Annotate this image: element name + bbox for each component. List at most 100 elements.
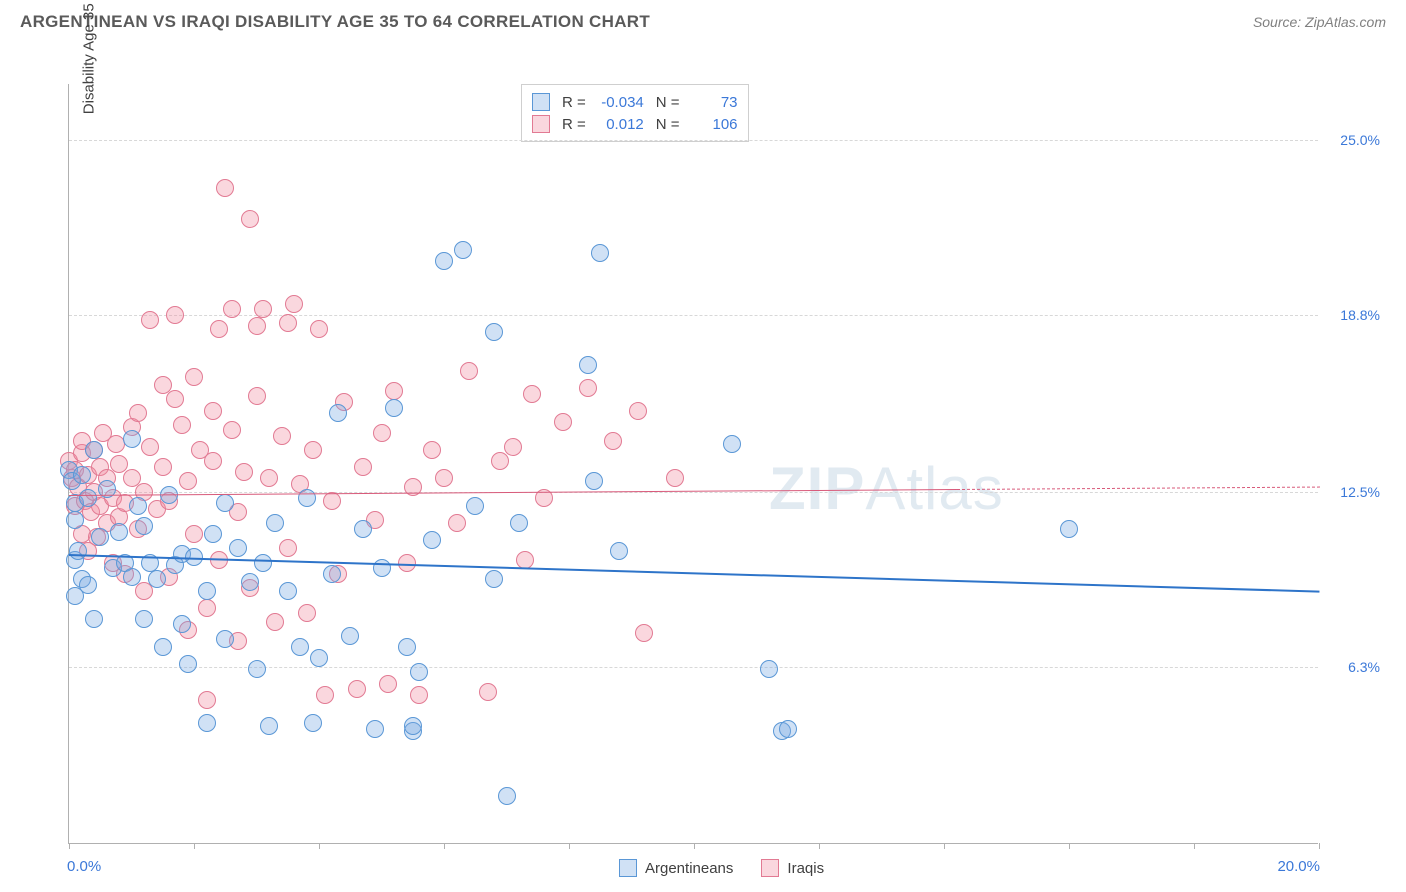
scatter-point	[173, 615, 191, 633]
swatch-iraqis	[761, 859, 779, 877]
scatter-point	[285, 295, 303, 313]
scatter-point	[516, 551, 534, 569]
scatter-point	[298, 604, 316, 622]
scatter-point	[385, 399, 403, 417]
gridline	[69, 140, 1318, 141]
scatter-point	[485, 570, 503, 588]
scatter-point	[579, 379, 597, 397]
scatter-point	[260, 469, 278, 487]
scatter-point	[629, 402, 647, 420]
scatter-point	[479, 683, 497, 701]
source-attribution: Source: ZipAtlas.com	[1253, 14, 1386, 30]
scatter-point	[69, 542, 87, 560]
scatter-point	[166, 390, 184, 408]
x-tick	[1194, 843, 1195, 849]
stat-r-label: R =	[562, 116, 586, 133]
y-tick-label: 25.0%	[1340, 132, 1380, 148]
scatter-point	[248, 317, 266, 335]
scatter-point	[216, 630, 234, 648]
scatter-point	[310, 649, 328, 667]
scatter-point	[485, 323, 503, 341]
scatter-point	[235, 463, 253, 481]
scatter-point	[435, 469, 453, 487]
scatter-point	[491, 452, 509, 470]
scatter-point	[329, 404, 347, 422]
scatter-point	[460, 362, 478, 380]
scatter-point	[79, 576, 97, 594]
stats-row-series-b: R = 0.012 N = 106	[532, 113, 738, 135]
scatter-point	[148, 570, 166, 588]
scatter-point	[366, 720, 384, 738]
scatter-point	[73, 466, 91, 484]
scatter-point	[635, 624, 653, 642]
scatter-point	[410, 663, 428, 681]
scatter-point	[185, 525, 203, 543]
scatter-point	[373, 424, 391, 442]
scatter-point	[123, 568, 141, 586]
x-tick	[319, 843, 320, 849]
scatter-point	[504, 438, 522, 456]
scatter-point	[279, 539, 297, 557]
scatter-point	[604, 432, 622, 450]
scatter-point	[591, 244, 609, 262]
scatter-point	[66, 511, 84, 529]
scatter-point	[223, 421, 241, 439]
scatter-point	[154, 638, 172, 656]
scatter-point	[154, 458, 172, 476]
scatter-point	[304, 441, 322, 459]
stat-r-value-b: 0.012	[594, 116, 644, 133]
scatter-point	[273, 427, 291, 445]
scatter-point	[173, 416, 191, 434]
scatter-point	[1060, 520, 1078, 538]
scatter-point	[379, 675, 397, 693]
stat-n-label: N =	[656, 94, 680, 111]
scatter-point	[423, 441, 441, 459]
x-tick	[194, 843, 195, 849]
scatter-point	[179, 472, 197, 490]
scatter-point	[723, 435, 741, 453]
header: ARGENTINEAN VS IRAQI DISABILITY AGE 35 T…	[0, 0, 1406, 40]
scatter-point	[110, 523, 128, 541]
x-tick	[944, 843, 945, 849]
x-tick	[69, 843, 70, 849]
y-tick-label: 6.3%	[1348, 659, 1380, 675]
legend-item-iraqis: Iraqis	[761, 859, 824, 877]
scatter-point	[135, 610, 153, 628]
scatter-point	[454, 241, 472, 259]
x-tick	[1319, 843, 1320, 849]
scatter-point	[423, 531, 441, 549]
scatter-point	[554, 413, 572, 431]
scatter-point	[291, 638, 309, 656]
swatch-argentineans	[532, 93, 550, 111]
scatter-point	[129, 404, 147, 422]
scatter-point	[91, 528, 109, 546]
plot-area: ZIPAtlas R = -0.034 N = 73 R = 0.012 N =…	[68, 84, 1318, 844]
scatter-point	[204, 402, 222, 420]
scatter-point	[398, 554, 416, 572]
scatter-point	[373, 559, 391, 577]
scatter-point	[223, 300, 241, 318]
scatter-point	[248, 660, 266, 678]
scatter-point	[216, 494, 234, 512]
scatter-point	[254, 554, 272, 572]
scatter-point	[354, 458, 372, 476]
scatter-point	[523, 385, 541, 403]
legend-item-argentineans: Argentineans	[619, 859, 733, 877]
x-axis-max-label: 20.0%	[1277, 858, 1320, 875]
scatter-point	[229, 539, 247, 557]
x-axis-min-label: 0.0%	[67, 858, 101, 875]
x-tick	[819, 843, 820, 849]
scatter-point	[579, 356, 597, 374]
swatch-argentineans	[619, 859, 637, 877]
scatter-point	[248, 387, 266, 405]
legend-label-a: Argentineans	[645, 860, 733, 877]
scatter-point	[466, 497, 484, 515]
scatter-point	[204, 452, 222, 470]
scatter-point	[760, 660, 778, 678]
scatter-point	[241, 210, 259, 228]
x-tick	[569, 843, 570, 849]
scatter-point	[298, 489, 316, 507]
scatter-point	[179, 655, 197, 673]
x-tick	[1069, 843, 1070, 849]
scatter-point	[241, 573, 259, 591]
